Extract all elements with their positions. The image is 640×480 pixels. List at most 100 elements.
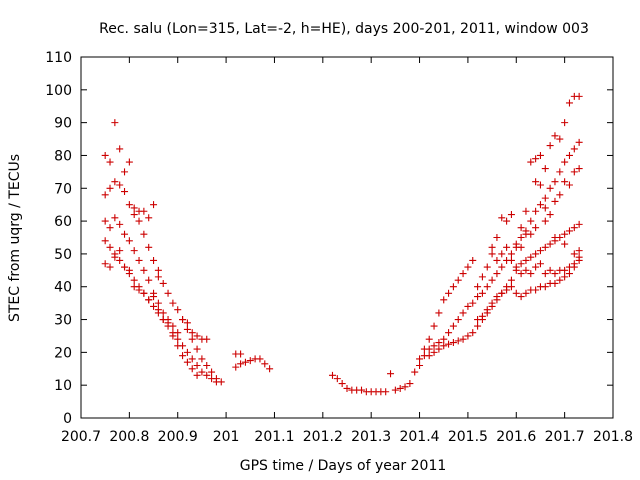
data-point — [430, 322, 438, 330]
data-point — [193, 361, 201, 369]
x-tick-label: 201.7 — [545, 429, 585, 445]
series-g — [232, 350, 245, 358]
data-point — [570, 145, 578, 153]
data-point — [556, 168, 564, 176]
data-point — [503, 217, 511, 225]
series-d — [101, 247, 211, 343]
data-point — [478, 312, 486, 320]
data-point — [536, 201, 544, 209]
data-point — [425, 335, 433, 343]
x-tick-label: 200.7 — [61, 429, 101, 445]
data-point — [425, 345, 433, 353]
data-point — [483, 283, 491, 291]
data-point — [536, 181, 544, 189]
data-point — [507, 283, 515, 291]
data-point — [454, 316, 462, 324]
data-point — [130, 211, 138, 219]
data-point — [498, 214, 506, 222]
data-point — [565, 270, 573, 278]
series-e — [101, 119, 162, 281]
data-point — [169, 322, 177, 330]
data-point — [159, 279, 167, 287]
x-tick-label: 201.2 — [303, 429, 343, 445]
data-point — [140, 266, 148, 274]
data-point — [261, 360, 269, 368]
data-point — [440, 342, 448, 350]
data-point — [183, 358, 191, 366]
data-point — [474, 293, 482, 301]
data-point — [551, 279, 559, 287]
data-point — [517, 293, 525, 301]
data-point — [527, 158, 535, 166]
data-point — [522, 207, 530, 215]
data-point — [541, 194, 549, 202]
y-axis-ticks: 0 10 20 30 40 50 60 70 80 90 100 110 — [45, 50, 613, 427]
data-point — [522, 256, 530, 264]
data-point — [570, 224, 578, 232]
data-point — [203, 361, 211, 369]
data-point — [445, 340, 453, 348]
data-point — [116, 220, 124, 228]
data-point — [125, 201, 133, 209]
series-b — [101, 214, 225, 386]
data-point — [556, 276, 564, 284]
data-point — [517, 270, 525, 278]
series-m — [488, 243, 583, 278]
data-point — [493, 256, 501, 264]
y-tick-label: 20 — [54, 345, 72, 361]
data-point — [565, 99, 573, 107]
data-point — [198, 368, 206, 376]
data-point — [561, 266, 569, 274]
y-tick-label: 60 — [54, 214, 72, 230]
data-point — [169, 299, 177, 307]
data-point — [541, 165, 549, 173]
data-point — [106, 243, 114, 251]
data-point — [106, 224, 114, 232]
data-point — [459, 309, 467, 317]
data-point — [488, 250, 496, 258]
x-tick-label: 201 — [213, 429, 240, 445]
x-axis-ticks: 200.7 200.8 200.9 201 201.1 201.2 201.3 201.4 20… — [61, 57, 633, 445]
data-point — [193, 332, 201, 340]
data-point — [135, 217, 143, 225]
data-point — [532, 224, 540, 232]
data-point — [241, 358, 249, 366]
data-point — [193, 345, 201, 353]
data-point — [140, 207, 148, 215]
data-point — [183, 319, 191, 327]
data-point — [145, 296, 153, 304]
data-point — [575, 92, 583, 100]
data-point — [150, 201, 158, 209]
data-point — [174, 342, 182, 350]
data-point — [527, 217, 535, 225]
data-point — [512, 289, 520, 297]
data-point — [488, 243, 496, 251]
data-point — [150, 293, 158, 301]
data-point — [116, 247, 124, 255]
data-point — [140, 230, 148, 238]
series-i — [416, 92, 583, 363]
data-point — [430, 342, 438, 350]
data-point — [130, 204, 138, 212]
data-point — [474, 283, 482, 291]
data-point — [551, 197, 559, 205]
data-point — [570, 168, 578, 176]
data-point — [358, 386, 366, 394]
data-point — [517, 234, 525, 241]
data-point — [575, 165, 583, 173]
data-point — [493, 293, 501, 301]
series-h — [328, 361, 424, 396]
data-point — [435, 339, 443, 347]
data-point — [256, 355, 264, 363]
data-point — [130, 283, 138, 291]
data-point — [498, 250, 506, 258]
data-point — [116, 256, 124, 264]
data-point — [237, 350, 245, 358]
data-point — [174, 329, 182, 337]
data-point — [498, 289, 506, 297]
y-tick-label: 70 — [54, 181, 72, 197]
data-point — [507, 211, 515, 219]
data-point — [565, 151, 573, 159]
data-point — [469, 329, 477, 337]
